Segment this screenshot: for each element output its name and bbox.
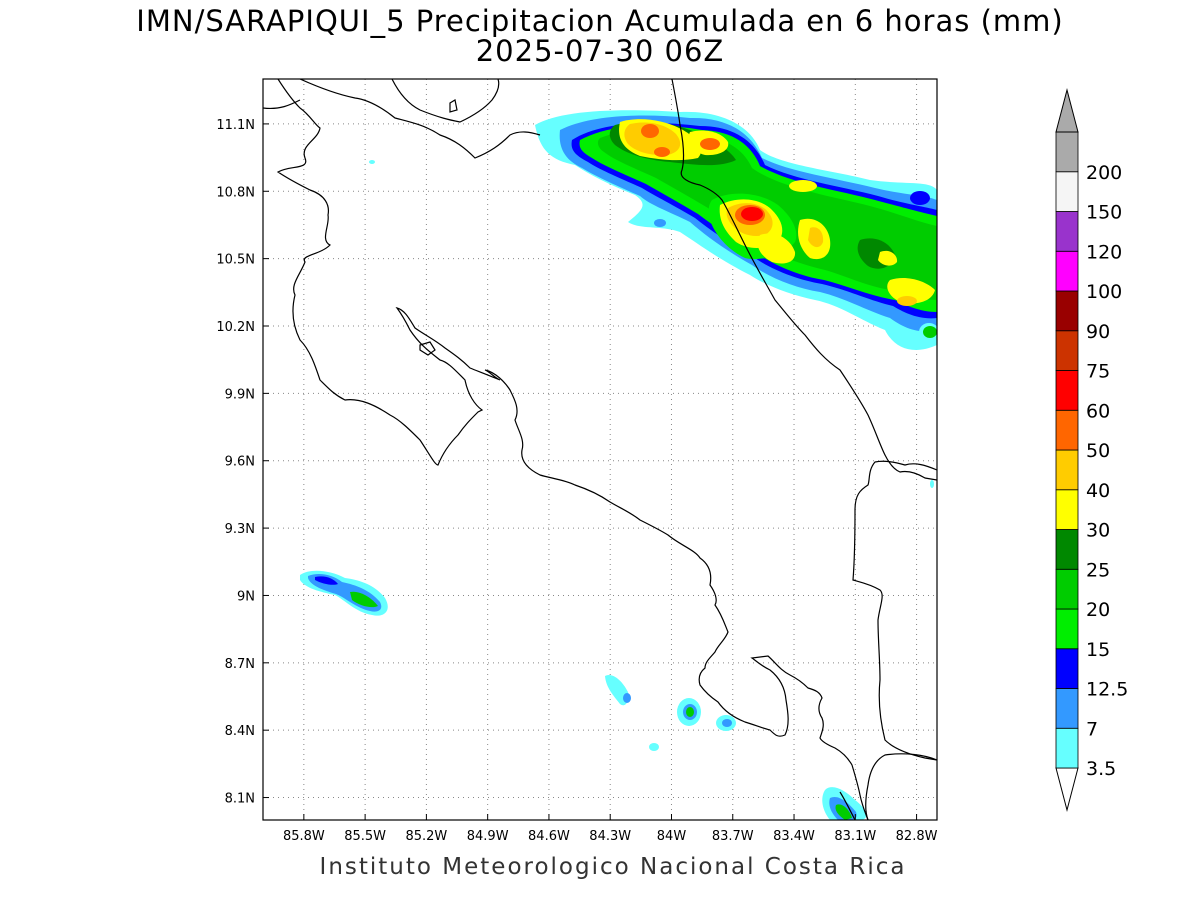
colorbar-swatch [1055, 250, 1079, 292]
lat-tick-label: 8.7N [225, 657, 255, 672]
colorbar-label: 120 [1086, 241, 1122, 263]
colorbar-swatch [1055, 489, 1079, 530]
colorbar-swatch [1055, 648, 1079, 689]
colorbar-label: 12.5 [1086, 679, 1128, 701]
lat-tick-label: 10.2N [216, 320, 255, 335]
longitude-ticks: 85.8W 85.5W 85.2W 84.9W 84.6W 84.3W 84W 83.7W 83… [283, 814, 938, 844]
lat-tick-label: 11.1N [216, 118, 255, 133]
lat-tick-label: 8.1N [225, 792, 255, 807]
colorbar-label: 25 [1086, 559, 1110, 581]
lon-tick-label: 85.2W [405, 829, 447, 844]
lon-tick-label: 82.8W [896, 829, 938, 844]
colorbar-swatch [1055, 131, 1079, 173]
lon-tick-label: 84.3W [589, 829, 631, 844]
colorbar-label: 7 [1086, 718, 1098, 740]
colorbar-swatch [1055, 171, 1079, 212]
lat-tick-label: 9.9N [225, 387, 255, 402]
colorbar-label: 3.5 [1086, 758, 1116, 780]
colorbar-label: 20 [1086, 599, 1110, 621]
colorbar-swatch [1055, 330, 1079, 371]
colorbar-swatch [1055, 688, 1079, 729]
lon-tick-label: 83.1W [834, 829, 876, 844]
colorbar-swatch [1055, 290, 1079, 332]
map-date: 2025-07-30 06Z [475, 34, 725, 68]
colorbar-label: 100 [1086, 281, 1122, 303]
rain-cell-southeast [369, 160, 934, 820]
colorbar-swatch [1055, 727, 1079, 769]
colorbar-max-arrow [1055, 88, 1079, 133]
colorbar-legend: 3.5 7 12.5 15 20 25 30 40 50 60 75 90 100 120 150 200 [1055, 88, 1128, 812]
colorbar-swatch [1055, 449, 1079, 491]
colorbar-swatch [1055, 608, 1079, 650]
colorbar-label: 200 [1086, 162, 1122, 184]
colorbar-swatch [1055, 568, 1079, 610]
map-frame [262, 78, 938, 821]
lat-tick-label: 9.6N [225, 455, 255, 470]
lon-tick-label: 84.9W [467, 829, 509, 844]
lon-tick-label: 85.5W [344, 829, 386, 844]
colorbar-swatch [1055, 409, 1079, 451]
lat-tick-label: 10.5N [216, 253, 255, 268]
rain-cell-offshore-west [300, 570, 388, 616]
footer-credit: Instituto Meteorologico Nacional Costa R… [319, 854, 907, 880]
lat-tick-label: 10.8N [216, 185, 255, 200]
colorbar-label: 40 [1086, 480, 1110, 502]
colorbar-swatch [1055, 529, 1079, 570]
colorbar-label: 15 [1086, 639, 1110, 661]
lon-tick-label: 83.7W [712, 829, 754, 844]
colorbar-swatch [1055, 370, 1079, 411]
lat-tick-label: 8.4N [225, 724, 255, 739]
latitude-ticks: 8.1N 8.4N 8.7N 9N 9.3N 9.6N 9.9N 10.2N 10.5N 10.8… [216, 118, 269, 807]
lon-tick-label: 83.4W [773, 829, 815, 844]
colorbar-label: 50 [1086, 440, 1110, 462]
colorbar-label: 30 [1086, 520, 1110, 542]
lat-tick-label: 9N [237, 589, 255, 604]
lon-tick-label: 84W [657, 829, 687, 844]
colorbar-swatch [1055, 211, 1079, 252]
lat-tick-label: 9.3N [225, 522, 255, 537]
colorbar-label: 150 [1086, 202, 1122, 224]
colorbar-min-arrow [1055, 767, 1079, 812]
precipitation-field [263, 79, 937, 820]
lon-tick-label: 85.8W [283, 829, 325, 844]
colorbar-label: 90 [1086, 321, 1110, 343]
colorbar-label: 75 [1086, 361, 1110, 383]
coastlines [263, 79, 937, 820]
lon-tick-label: 84.6W [528, 829, 570, 844]
colorbar-label: 60 [1086, 400, 1110, 422]
map-title: IMN/SARAPIQUI_5 Precipitacion Acumulada … [136, 4, 1064, 38]
rain-band-north [535, 110, 937, 351]
